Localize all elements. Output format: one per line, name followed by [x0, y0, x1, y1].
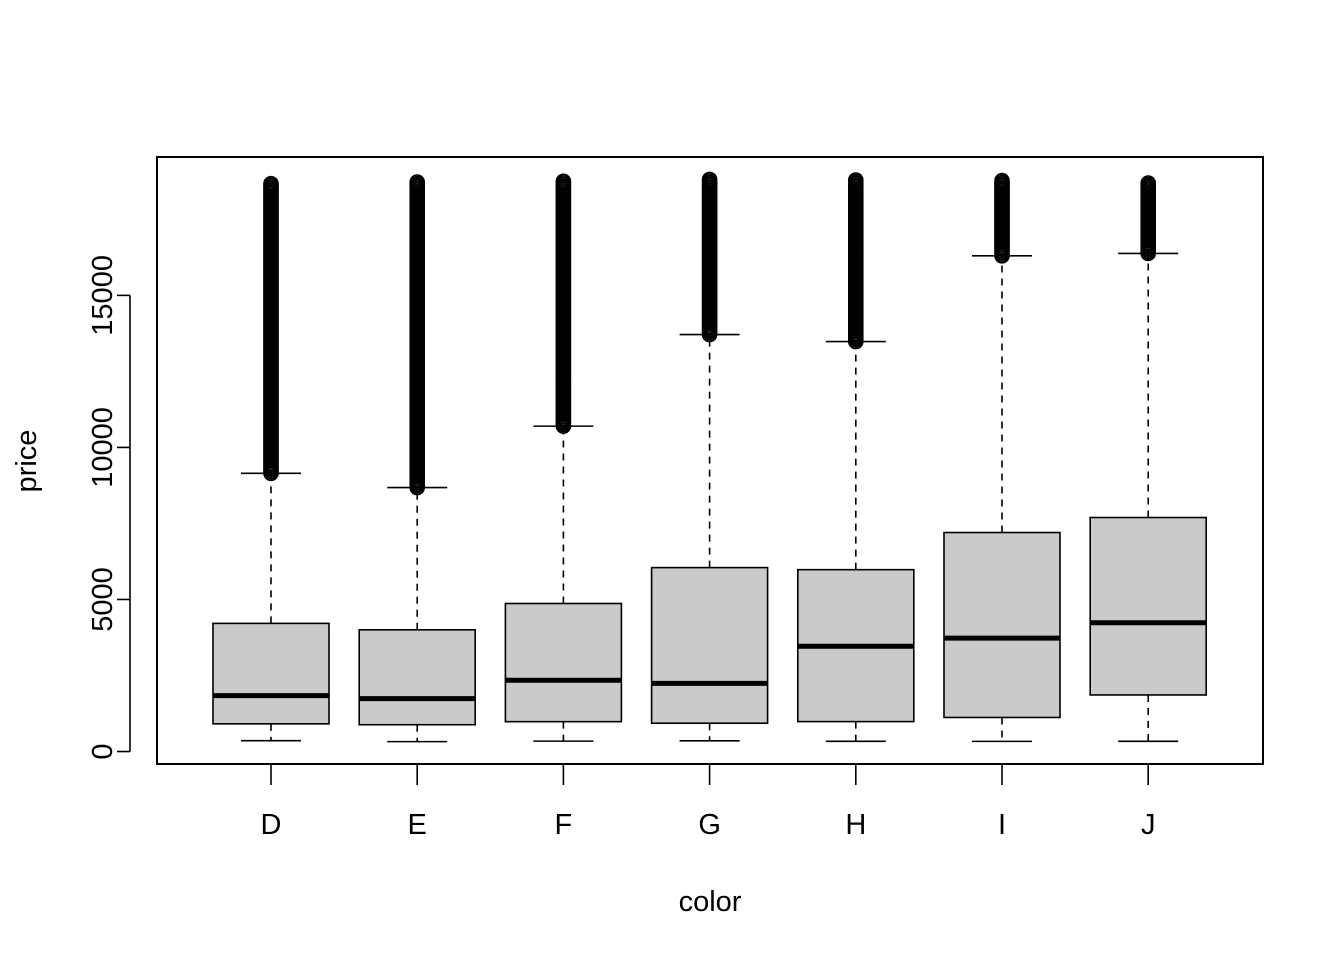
outlier-point — [994, 172, 1010, 189]
box-I — [943, 531, 1061, 719]
box-group-G — [650, 171, 769, 742]
box-F — [504, 602, 623, 723]
x-tick-label: D — [261, 809, 282, 841]
box-group-H — [796, 172, 915, 743]
y-tick-label: 15000 — [87, 255, 119, 336]
x-axis: D E F G H I J — [261, 764, 1156, 841]
x-tick-label: E — [408, 809, 427, 841]
outlier-point — [1140, 175, 1156, 191]
x-tick-label: F — [555, 809, 573, 841]
outliers-H — [847, 172, 864, 350]
box-D — [212, 622, 330, 725]
y-axis-title: price — [11, 430, 43, 493]
outliers-J — [1140, 175, 1156, 262]
y-tick-label: 0 — [87, 743, 119, 759]
outlier-point — [409, 174, 426, 190]
box-group-F — [504, 173, 623, 742]
outlier-point — [555, 173, 572, 190]
x-tick-label: H — [845, 809, 866, 841]
boxes-layer — [212, 171, 1207, 743]
box-group-J — [1089, 175, 1207, 743]
outlier-point — [847, 172, 864, 188]
box-J — [1089, 516, 1207, 696]
y-axis: 0 5000 10000 15000 — [87, 255, 131, 760]
x-axis-title: color — [679, 886, 742, 918]
outliers-D — [263, 175, 279, 482]
box-E — [358, 628, 477, 726]
outliers-E — [409, 174, 426, 496]
x-tick-label: I — [998, 809, 1006, 841]
box-G — [650, 566, 769, 725]
x-tick-label: G — [698, 809, 721, 841]
x-tick-label: J — [1141, 809, 1156, 841]
y-tick-label: 5000 — [87, 567, 119, 632]
outliers-G — [701, 171, 718, 343]
outliers-I — [994, 172, 1010, 264]
outliers-F — [555, 173, 572, 434]
box-group-I — [943, 172, 1061, 743]
box-group-D — [212, 175, 330, 742]
box-group-E — [358, 174, 477, 743]
outlier-point — [701, 171, 718, 188]
y-tick-label: 10000 — [87, 407, 119, 488]
outlier-point — [263, 175, 279, 192]
